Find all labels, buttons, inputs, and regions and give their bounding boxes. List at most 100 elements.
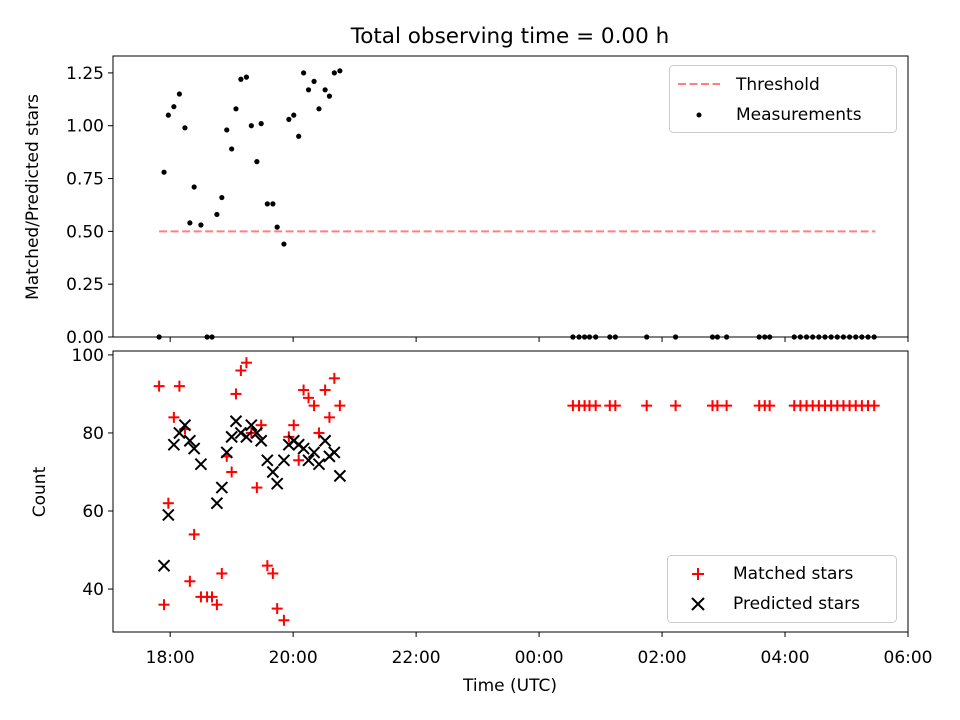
matched-star-marker [168, 411, 180, 423]
predicted-star-marker [333, 469, 347, 483]
measurement-point [214, 211, 220, 218]
matched-star-marker [764, 400, 776, 412]
matched-star-marker [278, 614, 290, 626]
predicted-star-marker [194, 457, 208, 471]
measurement-point [254, 159, 260, 165]
measurement-point [322, 87, 328, 93]
measurement-point [161, 169, 167, 175]
measurement-point [165, 112, 171, 118]
matched-stars-legend-swatch [692, 568, 704, 580]
predicted-star-marker [215, 481, 229, 494]
predicted-star-marker [302, 454, 315, 467]
measurement-point [270, 201, 276, 207]
predicted-stars-legend-label: Predicted stars [733, 594, 860, 614]
measurement-point [258, 121, 264, 127]
matched-star-marker [323, 411, 335, 423]
predicted-star-marker [225, 430, 238, 444]
x-tick-label: 00:00 [515, 648, 564, 668]
matched-star-marker [206, 591, 218, 603]
matched-star-marker [216, 567, 228, 579]
measurement-point [176, 91, 183, 97]
matched-star-marker [235, 365, 247, 377]
measurement-point [191, 184, 197, 190]
matched-star-marker [251, 482, 263, 494]
matched-star-marker [670, 400, 682, 412]
measurements-legend-label: Measurements [736, 105, 862, 125]
matched-star-marker [184, 575, 196, 587]
predicted-star-marker [312, 457, 326, 471]
measurement-point [187, 220, 193, 226]
measurements-legend-swatch [696, 112, 702, 118]
matched-star-marker [328, 372, 340, 384]
predicted-star-marker [261, 454, 274, 467]
counts-y-tick-label: 100 [72, 346, 104, 366]
counts-y-axis-label: Count [30, 466, 50, 517]
predicted-star-marker [173, 426, 186, 440]
measurement-point [301, 70, 307, 76]
measurement-point [337, 68, 343, 74]
ratio-y-axis-ticks: 0.00 0.25 0.50 0.75 1.00 1.25 [66, 64, 113, 348]
x-tick-label: 06:00 [884, 648, 933, 668]
matched-star-marker [271, 603, 283, 615]
threshold-legend-label: Threshold [735, 75, 820, 95]
measurement-point [243, 74, 250, 80]
ratio-legend-box [669, 65, 897, 133]
measurement-point [248, 123, 254, 129]
measurement-point [331, 70, 337, 76]
measurement-point [171, 104, 177, 110]
predicted-star-marker [220, 446, 233, 459]
predicted-star-marker [270, 477, 284, 490]
matched-star-marker [303, 392, 315, 404]
counts-panel: 40 60 80 100 18:00 20:00 22:00 00:00 02:00 04:00… [30, 346, 933, 696]
predicted-star-marker [245, 418, 258, 432]
predicted-star-marker [183, 434, 197, 447]
predicted-star-marker [229, 415, 243, 428]
predicted-star-marker [178, 418, 192, 432]
x-tick-label: 22:00 [392, 648, 441, 668]
ratio-axes-frame [112, 55, 909, 338]
ratio-x-axis-ticks [169, 337, 909, 342]
predicted-star-marker [266, 465, 280, 479]
matched-star-marker [641, 400, 653, 412]
ratio-y-tick-label: 0.50 [66, 222, 104, 242]
ratio-y-tick-label: 0.75 [66, 170, 104, 190]
measurement-point [224, 127, 230, 133]
predicted-star-marker [318, 434, 332, 447]
predicted-star-marker [277, 454, 291, 467]
matched-star-marker [153, 380, 165, 392]
counts-y-axis-ticks: 40 60 80 100 [72, 346, 113, 600]
x-tick-label: 20:00 [269, 648, 318, 668]
matched-star-marker [288, 419, 300, 431]
matched-star-marker [609, 400, 621, 412]
measurement-point [291, 112, 297, 118]
matched-star-marker [313, 427, 325, 439]
predicted-star-marker [254, 434, 268, 447]
measurement-point [326, 93, 333, 99]
predicted-star-marker [240, 430, 253, 444]
measurement-point [229, 146, 235, 152]
measurement-point [281, 241, 287, 247]
matched-star-marker [267, 567, 279, 579]
measurement-point [233, 106, 239, 112]
counts-y-tick-label: 60 [82, 502, 104, 522]
measurement-point [296, 133, 302, 139]
matched-star-marker [721, 400, 733, 412]
matched-star-marker [334, 400, 346, 412]
predicted-star-marker [167, 438, 181, 451]
chart-title: Total observing time = 0.00 h [350, 24, 670, 49]
predicted-star-marker [157, 559, 171, 572]
measurement-point [182, 125, 188, 131]
matched-star-marker [240, 357, 252, 369]
measurement-point [238, 76, 244, 82]
predicted-star-marker [250, 426, 264, 440]
matched-star-marker [711, 400, 723, 412]
measurement-point [219, 194, 225, 201]
matched-star-marker [293, 454, 305, 466]
matched-star-marker [230, 388, 242, 400]
matched-star-marker [298, 384, 310, 396]
measurement-point [316, 106, 322, 112]
measurement-point [311, 78, 317, 84]
measurement-point [274, 224, 280, 230]
predicted-star-marker [234, 426, 248, 440]
